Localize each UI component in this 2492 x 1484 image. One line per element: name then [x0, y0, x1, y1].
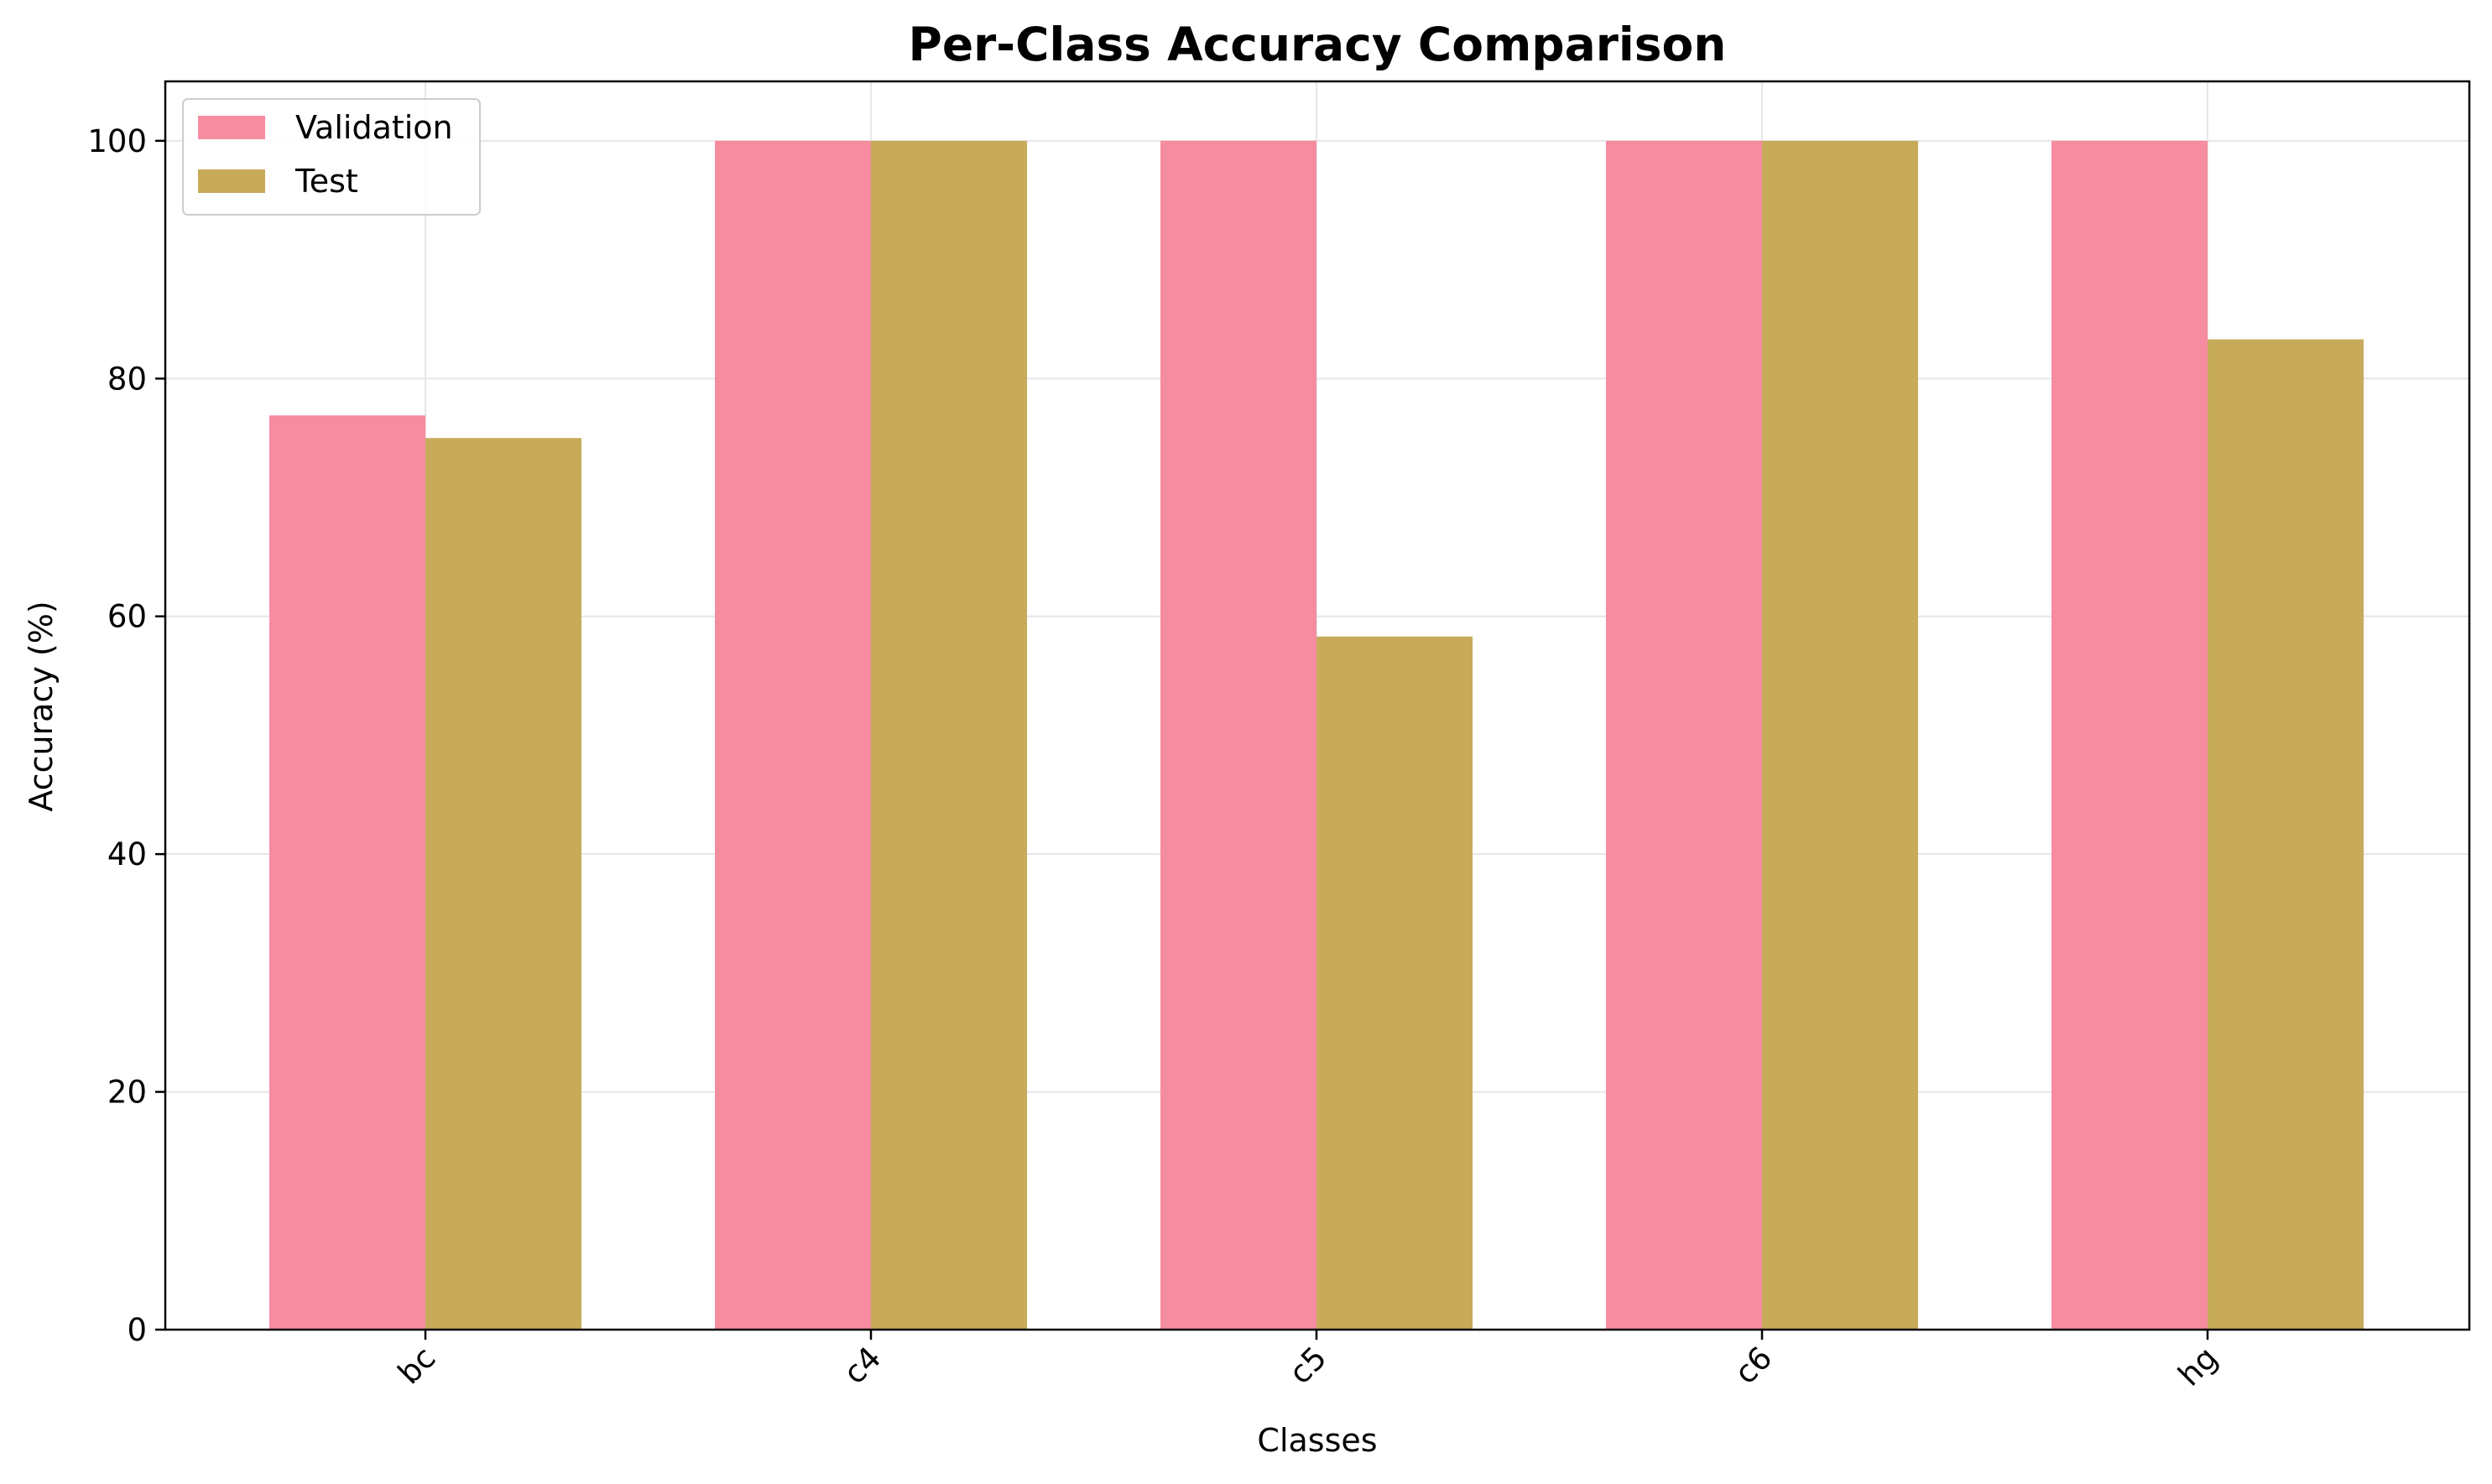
y-tick-label: 80	[107, 361, 147, 397]
y-axis-label: Accuracy (%)	[23, 601, 60, 811]
bar-test-c5	[1316, 636, 1473, 1330]
legend-label: Validation	[295, 109, 453, 146]
y-tick-label: 100	[87, 123, 147, 159]
bar-validation-bc	[269, 415, 425, 1330]
bar-validation-c5	[1160, 140, 1316, 1330]
y-tick-label: 40	[107, 836, 147, 872]
legend-label: Test	[295, 163, 358, 200]
chart-title: Per-Class Accuracy Comparison	[909, 18, 1727, 71]
legend-swatch	[198, 116, 265, 139]
legend: Validation Test	[182, 98, 481, 216]
x-axis-label: Classes	[1257, 1422, 1377, 1459]
bar-validation-c4	[715, 140, 871, 1330]
x-tick-label: hg	[2171, 1340, 2225, 1393]
x-tick-label: c6	[1728, 1340, 1779, 1391]
x-axis: bc c4 c5 c6 hg	[391, 1330, 2224, 1393]
bar-validation-hg	[2051, 140, 2208, 1330]
x-tick-label: bc	[391, 1340, 442, 1391]
legend-swatch	[198, 169, 265, 193]
bar-group	[269, 140, 2364, 1330]
x-tick-label: c5	[1282, 1340, 1333, 1391]
y-axis: 0 20 40 60 80 100	[87, 123, 165, 1348]
bar-test-hg	[2208, 339, 2364, 1330]
y-tick-label: 0	[127, 1312, 147, 1348]
bar-test-c4	[871, 140, 1027, 1330]
bar-test-bc	[425, 438, 581, 1330]
y-tick-label: 60	[107, 599, 147, 635]
bar-test-c6	[1762, 140, 1918, 1330]
y-tick-label: 20	[107, 1075, 147, 1111]
x-tick-label: c4	[837, 1340, 888, 1391]
bar-validation-c6	[1606, 140, 1762, 1330]
